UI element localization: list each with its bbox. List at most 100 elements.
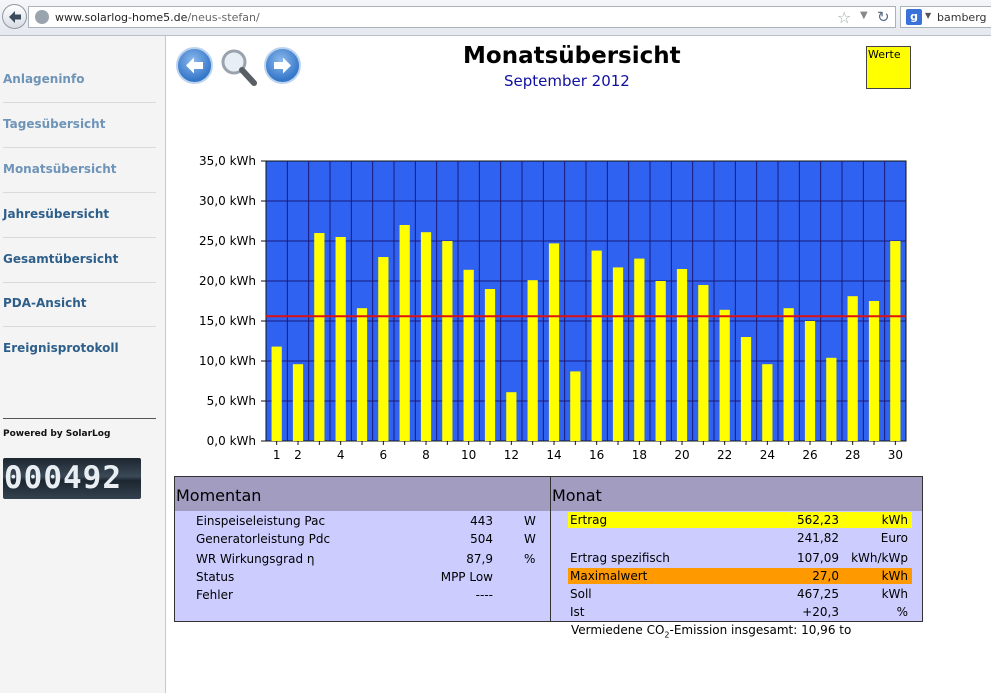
row-unit: kWh	[881, 513, 908, 527]
y-tick-label: 20,0 kWh	[199, 274, 256, 288]
bar	[356, 308, 368, 441]
momentan-title: Momentan	[176, 486, 262, 505]
bar	[676, 269, 688, 441]
y-tick-label: 25,0 kWh	[199, 234, 256, 248]
x-tick-label: 26	[802, 448, 817, 462]
sidebar-item-monatsuebersicht[interactable]: Monatsübersicht	[3, 148, 156, 193]
x-tick-label: 18	[632, 448, 647, 462]
page-subtitle: September 2012	[504, 72, 630, 90]
back-arrow-icon	[9, 11, 21, 23]
row-label: Generatorleistung Pdc	[196, 532, 331, 546]
bar	[463, 269, 474, 441]
next-month-button[interactable]	[264, 47, 301, 84]
reload-icon[interactable]: ↻	[877, 8, 890, 26]
bar	[527, 280, 538, 441]
bar	[655, 281, 666, 441]
y-tick-label: 30,0 kWh	[199, 194, 256, 208]
row-label: WR Wirkungsgrad η	[196, 552, 315, 566]
row-value: 107,09	[797, 551, 839, 565]
row-label: Ertrag	[570, 513, 608, 527]
y-tick-label: 35,0 kWh	[199, 154, 256, 168]
table-divider	[550, 477, 551, 621]
monthly-yield-chart: 0,0 kWh 5,0 kWh 10,0 kWh 15,0 kWh 20,0 kWh 25…	[170, 150, 915, 474]
bar	[506, 392, 517, 441]
bar	[271, 346, 282, 441]
y-tick-label: 10,0 kWh	[199, 354, 256, 368]
sidebar-item-label: Gesamtübersicht	[3, 252, 119, 266]
bookmark-star-icon[interactable]: ☆	[837, 8, 852, 27]
search-box[interactable]: g ▼ bamberg pc	[900, 6, 991, 28]
x-tick-label: 24	[760, 448, 775, 462]
bar	[634, 258, 645, 441]
row-unit: kWh	[881, 587, 908, 601]
bar	[335, 237, 346, 441]
sidebar-item-label: Jahresübersicht	[3, 207, 110, 221]
momentan-header: Momentan	[175, 477, 550, 511]
row-unit: Euro	[880, 531, 908, 545]
row-label: Einspeiseleistung Pac	[196, 514, 326, 528]
x-tick-label: 2	[294, 448, 302, 462]
bar	[719, 309, 730, 441]
row-value: 87,9	[466, 552, 493, 566]
row-value: MPP Low	[440, 570, 493, 584]
monat-row-euro: 241,82 Euro	[568, 530, 912, 546]
co2-emission-note: Vermiedene CO2-Emission insgesamt: 10,96…	[571, 623, 851, 639]
history-dropdown-icon[interactable]: ▼	[860, 10, 868, 21]
monat-row-spezifisch: Ertrag spezifisch 107,09 kWh/kWp	[568, 550, 912, 566]
row-value: ----	[475, 588, 493, 602]
sidebar-item-anlageninfo[interactable]: Anlageninfo	[3, 58, 156, 103]
x-tick-label: 12	[504, 448, 519, 462]
sidebar-item-ereignisprotokoll[interactable]: Ereignisprotokoll	[3, 327, 156, 371]
bar	[314, 233, 325, 441]
sidebar-item-label: Monatsübersicht	[3, 162, 117, 176]
werte-button[interactable]: Werte	[866, 46, 911, 89]
visitor-counter-digits: 000492	[4, 460, 122, 496]
search-engine-dropdown-icon[interactable]: ▼	[925, 11, 932, 20]
row-value: 241,82	[797, 531, 839, 545]
browser-back-button[interactable]	[2, 4, 27, 29]
page-title: Monatsübersicht	[463, 43, 681, 69]
sidebar-item-label: Anlageninfo	[3, 72, 85, 86]
address-bar[interactable]: www.solarlog-home5.de/neus-stefan/ ☆ ▼ ↻	[28, 6, 896, 28]
bar	[740, 337, 752, 441]
bar	[399, 225, 410, 441]
search-input[interactable]: bamberg pc	[937, 11, 991, 24]
row-label: Soll	[570, 587, 592, 601]
arrow-left-icon	[186, 57, 203, 74]
bar	[804, 321, 816, 441]
sidebar-item-pda-ansicht[interactable]: PDA-Ansicht	[3, 282, 156, 327]
momentan-row: Generatorleistung Pdc 504 W	[175, 530, 550, 548]
zoom-button[interactable]	[217, 46, 259, 88]
monat-row-maximalwert: Maximalwert 27,0 kWh	[568, 568, 912, 584]
previous-month-button[interactable]	[176, 47, 213, 84]
sidebar-item-label: Ereignisprotokoll	[3, 341, 119, 355]
bar	[591, 250, 602, 441]
x-tick-label: 20	[674, 448, 689, 462]
x-tick-label: 16	[589, 448, 604, 462]
row-label: Ertrag spezifisch	[570, 551, 670, 565]
x-tick-label: 28	[845, 448, 860, 462]
row-value: 443	[470, 514, 493, 528]
sidebar-item-label: PDA-Ansicht	[3, 296, 87, 310]
row-value: 562,23	[797, 513, 839, 527]
momentan-row: Status MPP Low	[175, 568, 550, 586]
bar	[442, 241, 453, 441]
bar	[847, 296, 858, 441]
bar	[890, 241, 901, 441]
google-icon: g	[906, 9, 922, 25]
row-value: +20,3	[802, 605, 839, 619]
sidebar-item-tagesuebersicht[interactable]: Tagesübersicht	[3, 103, 156, 148]
monat-row-soll: Soll 467,25 kWh	[568, 586, 912, 602]
row-unit: kWh/kWp	[851, 551, 908, 565]
row-unit: %	[524, 552, 536, 566]
x-tick-label: 30	[888, 448, 903, 462]
x-tick-label: 8	[422, 448, 430, 462]
sidebar-item-jahresuebersicht[interactable]: Jahresübersicht	[3, 193, 156, 238]
bar	[783, 308, 794, 441]
sidebar: Anlageninfo Tagesübersicht Monatsübersic…	[0, 36, 166, 693]
co2-subscript: 2	[664, 630, 670, 640]
row-unit: %	[896, 605, 908, 619]
bar	[698, 285, 709, 441]
sidebar-item-gesamtuebersicht[interactable]: Gesamtübersicht	[3, 238, 156, 283]
momentan-row: Fehler ----	[175, 586, 550, 604]
